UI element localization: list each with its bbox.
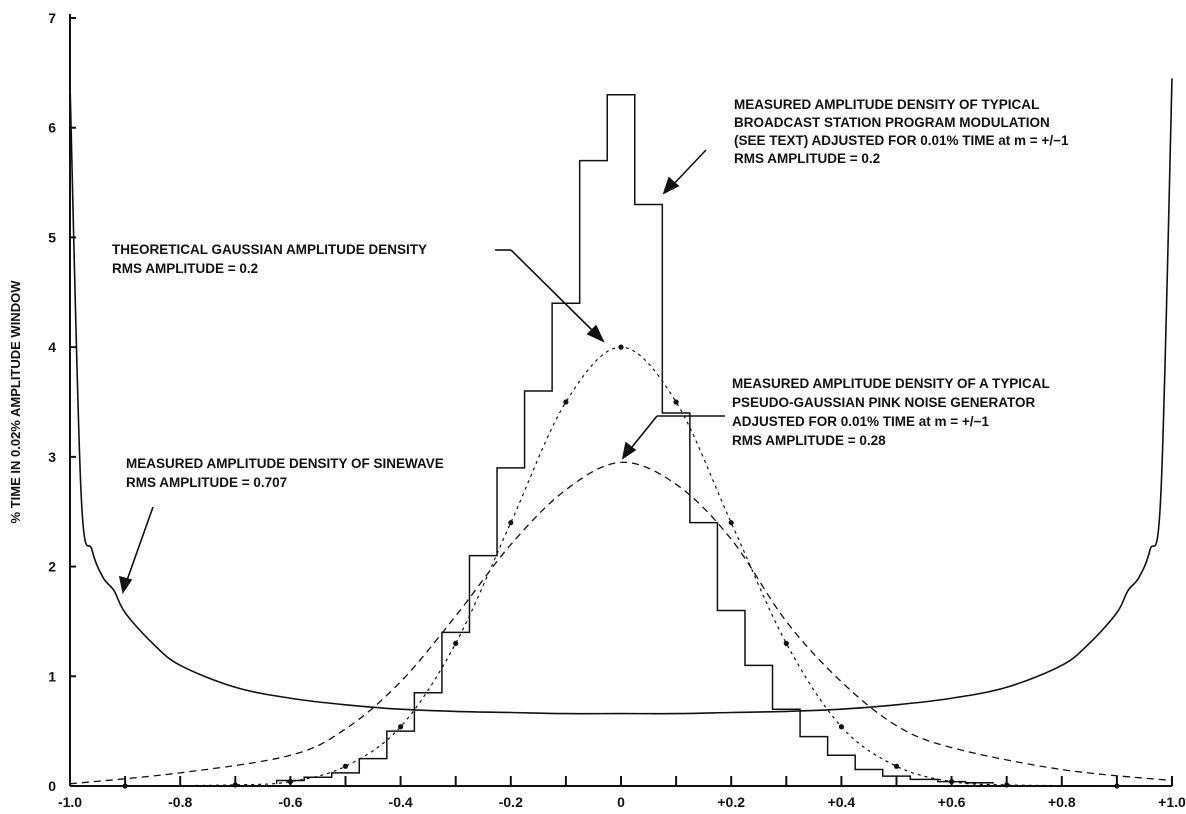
annotation-broadcast-line-2: BROADCAST STATION PROGRAM MODULATION	[734, 115, 1050, 130]
y-axis-label: % TIME IN 0.02% AMPLITUDE WINDOW	[8, 280, 23, 524]
x-tick-label: +0.8	[1048, 794, 1076, 810]
x-tick-label: +0.4	[828, 794, 856, 810]
gaussian-dot	[783, 640, 789, 646]
series-broadcast-histogram	[275, 94, 994, 784]
x-tick-label: -0.2	[499, 794, 523, 810]
gaussian-dot	[232, 782, 238, 788]
x-tick-label: -1.0	[58, 794, 82, 810]
gaussian-dot	[508, 520, 514, 526]
arrowhead-gaussian	[586, 324, 605, 343]
gaussian-dot	[122, 783, 128, 789]
annotation-pink-noise-line-3: ADJUSTED FOR 0.01% TIME at m = +/−1	[732, 414, 989, 429]
series-pink-noise-curve	[69, 461, 1173, 785]
arrow-gaussian-diagonal	[510, 249, 599, 337]
y-tick-label: 4	[48, 339, 56, 355]
arrow-sinewave	[125, 506, 154, 584]
gaussian-dot	[893, 763, 900, 769]
x-tick-label: -0.4	[389, 794, 413, 810]
series-sinewave-curve	[69, 78, 1173, 715]
x-tick-label: -0.6	[278, 794, 302, 810]
x-tick-label: -0.8	[168, 794, 192, 810]
annotation-broadcast-line-4: RMS AMPLITUDE = 0.2	[734, 151, 880, 166]
gaussian-dot	[563, 399, 569, 405]
y-tick-label: 2	[48, 559, 56, 575]
x-tick-label: 0	[617, 794, 625, 810]
series-gaussian-curve	[125, 346, 1117, 787]
gaussian-dot	[398, 724, 404, 730]
gaussian-dot	[1004, 782, 1010, 788]
arrow-broadcast	[669, 149, 707, 189]
axes: 0 1 2 3 4 5 6 7 -1.0 -0.8 -0.6 -0.4 -0.2 0 +0.2 +0.4 +0.…	[8, 10, 1186, 810]
arrowhead-pink-noise	[621, 441, 637, 460]
y-tick-label: 6	[48, 120, 56, 136]
y-tick-label: 0	[48, 778, 56, 794]
x-tick-label: +0.6	[938, 794, 966, 810]
series-layer	[69, 78, 1173, 789]
gaussian-dot	[618, 344, 624, 350]
gaussian-dot	[949, 779, 955, 785]
gaussian-dot	[453, 640, 459, 646]
annotation-arrows	[118, 149, 725, 595]
x-tick-label: +1.0	[1158, 794, 1186, 810]
gaussian-dot	[342, 763, 349, 769]
gaussian-dot	[1114, 783, 1120, 789]
gaussian-dot	[838, 724, 845, 730]
annotation-pink-noise-line-4: RMS AMPLITUDE = 0.28	[732, 433, 886, 448]
x-tick-label: +0.2	[717, 794, 745, 810]
annotation-sinewave-line-1: MEASURED AMPLITUDE DENSITY OF SINEWAVE	[126, 456, 444, 471]
arrowhead-broadcast	[662, 176, 680, 195]
annotation-gaussian-line-1: THEORETICAL GAUSSIAN AMPLITUDE DENSITY	[112, 242, 427, 257]
y-tick-label: 3	[48, 449, 56, 465]
annotation-broadcast-line-1: MEASURED AMPLITUDE DENSITY OF TYPICAL	[734, 97, 1039, 112]
gaussian-dot	[673, 399, 679, 405]
annotation-sinewave-line-2: RMS AMPLITUDE = 0.707	[126, 475, 287, 490]
y-tick-label: 7	[48, 10, 56, 26]
gaussian-dot	[728, 520, 734, 526]
arrowhead-sinewave	[118, 575, 133, 595]
annotation-gaussian-line-2: RMS AMPLITUDE = 0.2	[112, 261, 258, 276]
y-tick-label: 1	[48, 668, 56, 684]
y-tick-label: 5	[48, 229, 56, 245]
annotation-pink-noise-line-2: PSEUDO-GAUSSIAN PINK NOISE GENERATOR	[732, 395, 1036, 410]
annotations-layer: MEASURED AMPLITUDE DENSITY OF TYPICAL BR…	[112, 97, 1069, 595]
annotation-broadcast-line-3: (SEE TEXT) ADJUSTED FOR 0.01% TIME at m …	[734, 133, 1069, 148]
gaussian-dot	[287, 779, 293, 785]
annotation-pink-noise-line-1: MEASURED AMPLITUDE DENSITY OF A TYPICAL	[732, 376, 1050, 391]
arrow-pink-noise-diagonal	[627, 415, 658, 453]
